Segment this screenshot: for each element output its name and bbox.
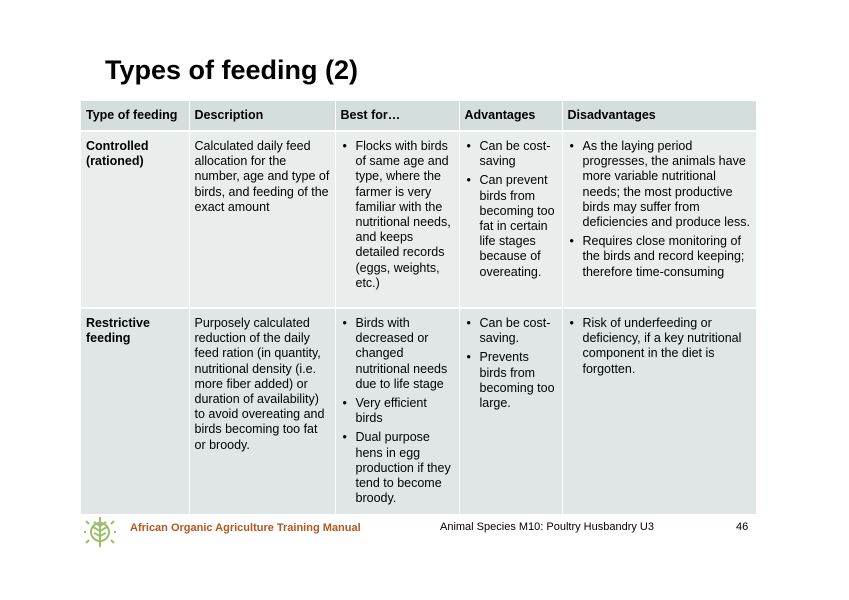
list-item: Birds with decreased or changed nutritio… [341, 316, 454, 392]
table-row: Controlled (rationed) Calculated daily f… [81, 130, 756, 308]
list-item: Risk of underfeeding or deficiency, if a… [568, 316, 752, 377]
list-item: Can be cost-saving [465, 139, 557, 169]
list-item: Flocks with birds of same age and type, … [341, 139, 454, 291]
cell-advantages: Can be cost-saving. Prevents birds from … [459, 306, 563, 515]
feeding-types-table: Type of feeding Description Best for… Ad… [81, 101, 756, 515]
header-type: Type of feeding [81, 101, 190, 131]
cell-advantages: Can be cost-saving Can prevent birds fro… [459, 130, 563, 308]
cell-best-for: Birds with decreased or changed nutritio… [335, 306, 460, 515]
footer-manual-title: African Organic Agriculture Training Man… [130, 522, 361, 534]
cell-best-for: Flocks with birds of same age and type, … [335, 130, 460, 308]
list-item: Prevents birds from becoming too large. [465, 350, 557, 411]
list-item: Can prevent birds from becoming too fat … [465, 173, 557, 279]
header-disadvantages: Disadvantages [562, 101, 756, 131]
cell-description: Purposely calculated reduction of the da… [189, 306, 336, 515]
header-best-for: Best for… [335, 101, 460, 131]
cell-disadvantages: Risk of underfeeding or deficiency, if a… [562, 306, 756, 515]
list-item: Can be cost-saving. [465, 316, 557, 346]
table-header-row: Type of feeding Description Best for… Ad… [81, 101, 756, 131]
list-item: Dual purpose hens in egg production if t… [341, 430, 454, 506]
list-item: Requires close monitoring of the birds a… [568, 234, 752, 280]
list-item: Very efficient birds [341, 396, 454, 426]
table-row: Restrictive feeding Purposely calculated… [81, 306, 756, 515]
cell-type: Controlled (rationed) [81, 130, 190, 308]
leaf-sun-logo-icon [84, 514, 116, 550]
cell-disadvantages: As the laying period progresses, the ani… [562, 130, 756, 308]
footer-module: Animal Species M10: Poultry Husbandry U3 [440, 521, 654, 533]
cell-type: Restrictive feeding [81, 306, 190, 515]
header-advantages: Advantages [459, 101, 563, 131]
list-item: As the laying period progresses, the ani… [568, 139, 752, 230]
page-number: 46 [736, 521, 749, 533]
cell-description: Calculated daily feed allocation for the… [189, 130, 336, 308]
page-title: Types of feeding (2) [105, 55, 359, 85]
header-description: Description [189, 101, 336, 131]
